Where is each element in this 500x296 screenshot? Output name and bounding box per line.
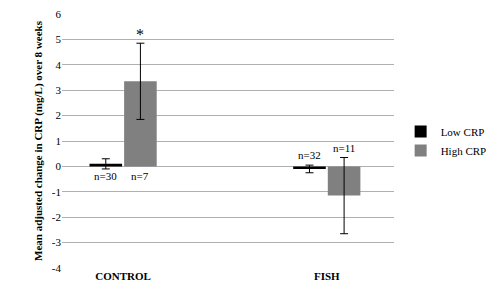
svg-text:Low CRP: Low CRP [441,126,485,138]
svg-text:-2: -2 [52,211,61,223]
svg-text:0: 0 [56,160,62,172]
svg-text:-4: -4 [52,262,62,274]
svg-text:Mean adjusted change in CRP (m: Mean adjusted change in CRP (mg/L) over … [32,20,45,261]
svg-text:n=7: n=7 [131,170,149,182]
svg-text:n=30: n=30 [94,170,117,182]
svg-text:*: * [136,26,144,43]
svg-text:5: 5 [56,33,62,45]
svg-text:1: 1 [56,135,62,147]
svg-text:4: 4 [56,59,62,71]
svg-text:2: 2 [56,109,62,121]
svg-text:CONTROL: CONTROL [95,270,151,282]
svg-text:3: 3 [56,84,62,96]
svg-text:-3: -3 [52,236,62,248]
svg-text:High CRP: High CRP [441,145,487,157]
svg-text:-1: -1 [52,186,61,198]
svg-text:6: 6 [56,8,62,20]
svg-text:n=32: n=32 [298,149,321,161]
svg-text:FISH: FISH [314,270,340,282]
svg-text:n=11: n=11 [333,142,355,154]
